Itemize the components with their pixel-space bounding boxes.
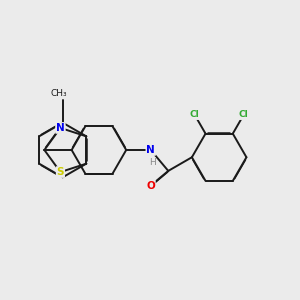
Text: N: N — [56, 123, 65, 133]
Text: Cl: Cl — [190, 110, 200, 119]
Text: CH₃: CH₃ — [50, 88, 67, 98]
Text: H: H — [149, 158, 155, 167]
Text: O: O — [146, 181, 155, 191]
Text: N: N — [146, 145, 155, 155]
Text: S: S — [57, 167, 64, 177]
Text: Cl: Cl — [239, 110, 249, 119]
